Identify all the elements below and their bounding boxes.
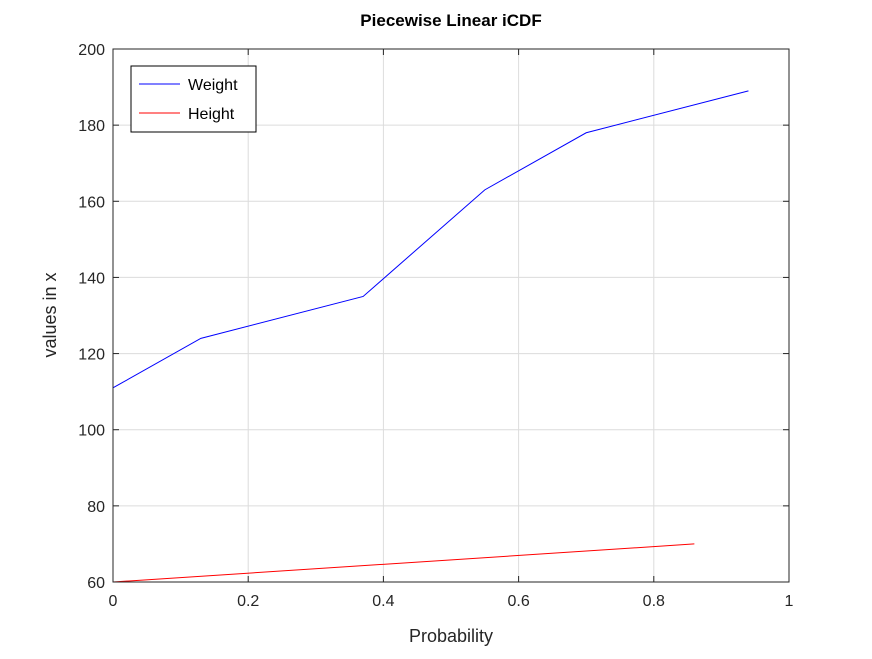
y-axis-label: values in x [40, 272, 60, 357]
series-line-height [112, 543, 695, 583]
y-tick-label: 200 [78, 42, 105, 59]
x-axis-label: Probability [409, 626, 493, 646]
legend-label-weight: Weight [188, 77, 238, 94]
x-tick-label: 0.4 [372, 593, 394, 610]
legend-label-height: Height [188, 106, 235, 123]
x-tick-label: 0.8 [643, 593, 665, 610]
plot-frame [112, 48, 790, 583]
y-tick-label: 100 [78, 423, 105, 440]
y-tick-label: 180 [78, 118, 105, 135]
y-tick-label: 120 [78, 347, 105, 364]
series-line-weight [112, 90, 749, 389]
series-lines [112, 90, 749, 583]
x-tick-label: 0 [109, 593, 118, 610]
chart-title: Piecewise Linear iCDF [360, 11, 541, 30]
y-tick-label: 160 [78, 194, 105, 211]
x-tick-label: 1 [785, 593, 794, 610]
legend-box [130, 65, 257, 133]
x-tick-label: 0.2 [237, 593, 259, 610]
x-tick-label: 0.6 [507, 593, 529, 610]
legend: Weight Height [130, 65, 257, 133]
y-tick-label: 80 [87, 499, 105, 516]
y-tick-label: 140 [78, 270, 105, 287]
y-tick-label: 60 [87, 575, 105, 592]
